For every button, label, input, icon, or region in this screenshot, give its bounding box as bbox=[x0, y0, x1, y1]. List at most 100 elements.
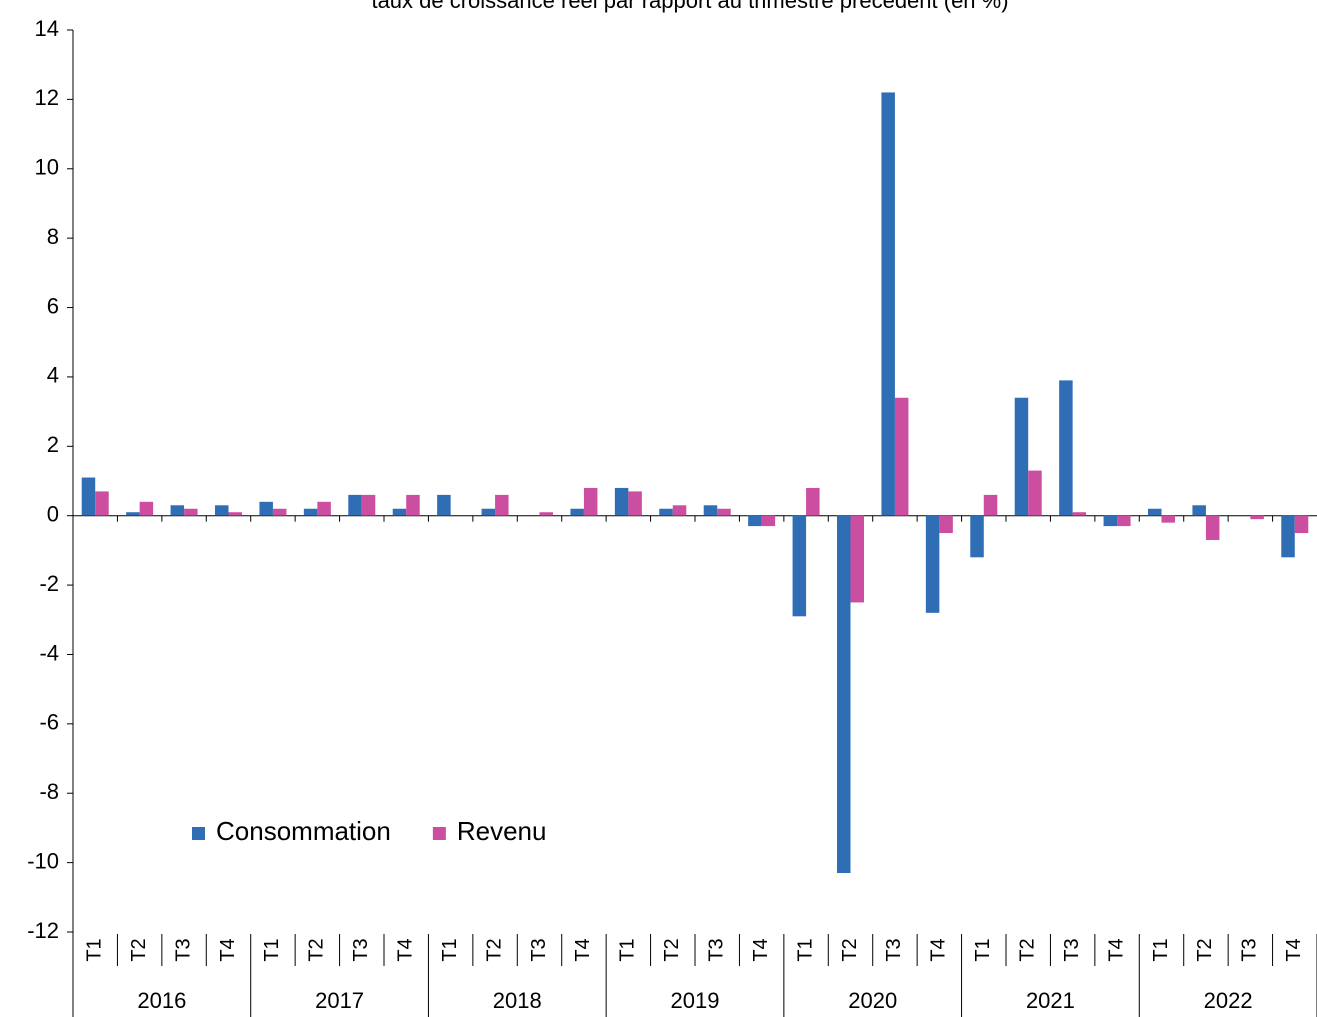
legend-swatch bbox=[432, 827, 446, 840]
legend-label: Consommation bbox=[216, 816, 391, 846]
x-tick-label: T1 bbox=[972, 938, 994, 961]
year-label: 2016 bbox=[137, 988, 186, 1013]
bar bbox=[717, 508, 731, 516]
year-label: 2020 bbox=[848, 988, 897, 1013]
bar bbox=[1148, 508, 1162, 516]
x-tick-label: T4 bbox=[217, 938, 239, 961]
bar bbox=[837, 515, 851, 874]
bar bbox=[259, 501, 273, 516]
bar bbox=[1205, 515, 1220, 540]
bar bbox=[894, 397, 909, 516]
year-label: 2022 bbox=[1204, 988, 1253, 1013]
bar bbox=[95, 491, 109, 516]
x-tick-label: T1 bbox=[794, 938, 816, 961]
x-tick-label: T1 bbox=[1150, 938, 1172, 961]
y-tick-label: 6 bbox=[47, 293, 59, 318]
bar bbox=[1028, 470, 1042, 516]
y-tick-label: 14 bbox=[35, 16, 59, 41]
bar bbox=[184, 508, 198, 516]
bar bbox=[1117, 515, 1131, 527]
bar bbox=[495, 494, 509, 516]
x-tick-label: T4 bbox=[928, 938, 950, 961]
bar bbox=[1072, 512, 1087, 516]
bar bbox=[659, 508, 673, 516]
bar bbox=[1294, 515, 1309, 534]
bar bbox=[1059, 380, 1073, 516]
bar bbox=[628, 491, 642, 516]
x-tick-label: T2 bbox=[661, 938, 683, 961]
x-tick-label: T3 bbox=[1239, 938, 1261, 961]
bar bbox=[1103, 515, 1118, 527]
x-tick-label: T3 bbox=[883, 938, 905, 961]
y-tick-label: 8 bbox=[47, 224, 59, 249]
legend-swatch bbox=[192, 827, 205, 840]
x-tick-label: T4 bbox=[750, 938, 772, 961]
year-label: 2019 bbox=[671, 988, 720, 1013]
y-tick-label: 4 bbox=[47, 363, 59, 388]
x-tick-label: T2 bbox=[1194, 938, 1216, 961]
bar bbox=[1161, 515, 1175, 523]
bar bbox=[437, 494, 451, 516]
chart-title: taux de croissance réel par rapport au t… bbox=[371, 0, 1008, 13]
x-tick-label: T4 bbox=[572, 938, 594, 961]
bar bbox=[170, 505, 185, 516]
x-tick-label: T3 bbox=[528, 938, 550, 961]
y-tick-label: -10 bbox=[27, 848, 59, 873]
x-tick-label: T4 bbox=[394, 938, 416, 961]
bar bbox=[317, 501, 331, 516]
bar bbox=[850, 515, 864, 603]
bar bbox=[761, 515, 776, 527]
x-tick-label: T4 bbox=[1283, 938, 1305, 961]
y-tick-label: 0 bbox=[47, 502, 59, 527]
bar bbox=[792, 515, 807, 617]
y-tick-label: 12 bbox=[35, 85, 59, 110]
bar bbox=[1014, 397, 1029, 516]
x-tick-label: T1 bbox=[261, 938, 283, 961]
x-tick-label: T1 bbox=[439, 938, 461, 961]
x-tick-label: T3 bbox=[1061, 938, 1083, 961]
bar bbox=[1250, 515, 1264, 520]
bar bbox=[361, 494, 376, 516]
bar bbox=[939, 515, 953, 534]
x-tick-label: T1 bbox=[83, 938, 105, 961]
x-tick-label: T2 bbox=[839, 938, 861, 961]
year-label: 2018 bbox=[493, 988, 542, 1013]
bar bbox=[392, 508, 407, 516]
bar bbox=[881, 92, 895, 516]
bar bbox=[139, 501, 154, 516]
bar bbox=[806, 487, 820, 516]
bar bbox=[406, 494, 420, 516]
bar bbox=[126, 512, 140, 516]
bar bbox=[672, 505, 687, 516]
y-tick-label: -12 bbox=[27, 918, 59, 943]
year-label: 2017 bbox=[315, 988, 364, 1013]
bar bbox=[481, 508, 496, 516]
bar bbox=[748, 515, 762, 527]
y-tick-label: -2 bbox=[39, 571, 59, 596]
x-tick-label: T3 bbox=[172, 938, 194, 961]
bar bbox=[303, 508, 318, 516]
x-tick-label: T2 bbox=[128, 938, 150, 961]
bar bbox=[583, 487, 598, 516]
bar bbox=[1192, 505, 1206, 516]
y-tick-label: -8 bbox=[39, 779, 59, 804]
bar bbox=[703, 505, 718, 516]
y-tick-label: 2 bbox=[47, 432, 59, 457]
bar bbox=[970, 515, 984, 558]
year-label: 2021 bbox=[1026, 988, 1075, 1013]
y-tick-label: -6 bbox=[39, 710, 59, 735]
bar bbox=[983, 494, 998, 516]
x-tick-label: T1 bbox=[617, 938, 639, 961]
y-tick-label: 10 bbox=[35, 155, 59, 180]
x-tick-label: T2 bbox=[1016, 938, 1038, 961]
x-tick-label: T4 bbox=[1105, 938, 1127, 961]
bar bbox=[539, 512, 553, 516]
bar bbox=[228, 512, 242, 516]
bar bbox=[215, 505, 229, 516]
bar bbox=[81, 477, 96, 516]
x-tick-label: T3 bbox=[705, 938, 727, 961]
bar bbox=[272, 508, 287, 516]
legend-label: Revenu bbox=[457, 816, 547, 846]
x-tick-label: T2 bbox=[483, 938, 505, 961]
x-tick-label: T3 bbox=[350, 938, 372, 961]
